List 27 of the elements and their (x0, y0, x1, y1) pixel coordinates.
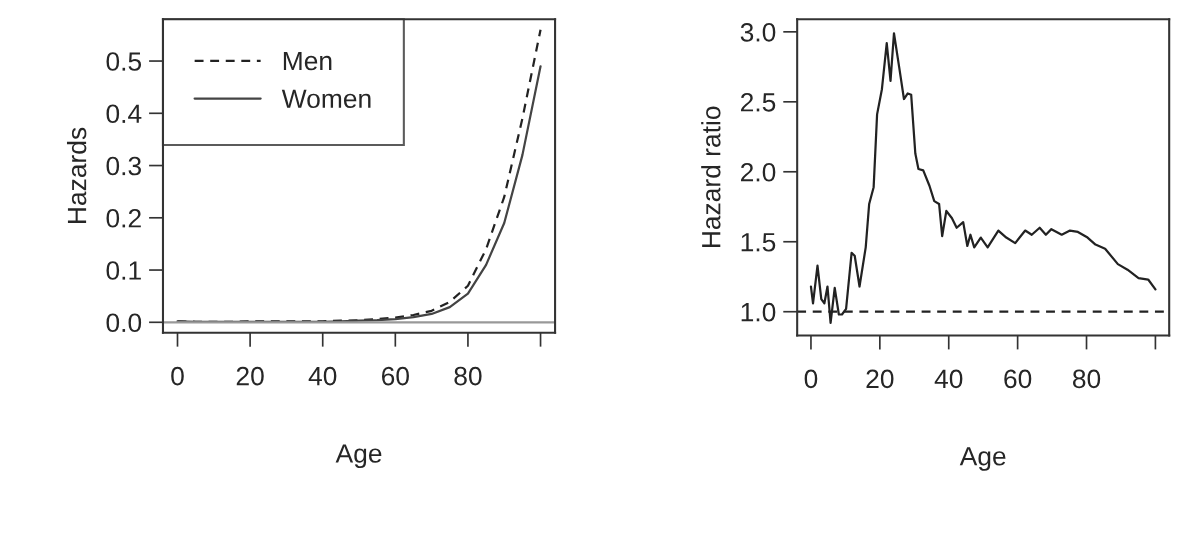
y-tick-label: 1.5 (741, 233, 776, 252)
y-tick-label: 0.5 (106, 52, 142, 71)
x-tick-label: 60 (1004, 369, 1032, 389)
x-tick-label: 20 (236, 366, 264, 386)
y-tick-label: 1.0 (741, 302, 776, 322)
x-tick-label: 80 (1072, 369, 1101, 389)
x-tick-label: 0 (804, 369, 818, 389)
legend-label: Women (281, 89, 371, 109)
x-tick-label: 40 (308, 366, 337, 386)
x-tick-label: 0 (171, 366, 184, 386)
y-tick-label: 2.0 (740, 162, 776, 182)
x-axis-title: Age (335, 444, 382, 469)
y-tick-label: 0.3 (106, 156, 141, 176)
x-axis-title: Age (959, 447, 1006, 471)
x-tick-label: 40 (934, 369, 963, 389)
y-tick-label: 0.0 (106, 313, 142, 333)
y-axis-title: Hazards (66, 127, 87, 223)
y-tick-label: 0.1 (106, 261, 141, 280)
y-tick-label: 0.2 (106, 208, 141, 228)
y-tick-label: 2.5 (740, 92, 776, 112)
x-tick-label: 80 (454, 366, 482, 386)
y-tick-label: 3.0 (740, 22, 776, 42)
x-tick-label: 60 (381, 366, 409, 386)
legend-label: Men (283, 51, 332, 71)
y-tick-label: 0.4 (106, 104, 142, 124)
x-tick-label: 20 (866, 369, 894, 389)
y-axis-title: Hazard ratio (701, 106, 721, 248)
